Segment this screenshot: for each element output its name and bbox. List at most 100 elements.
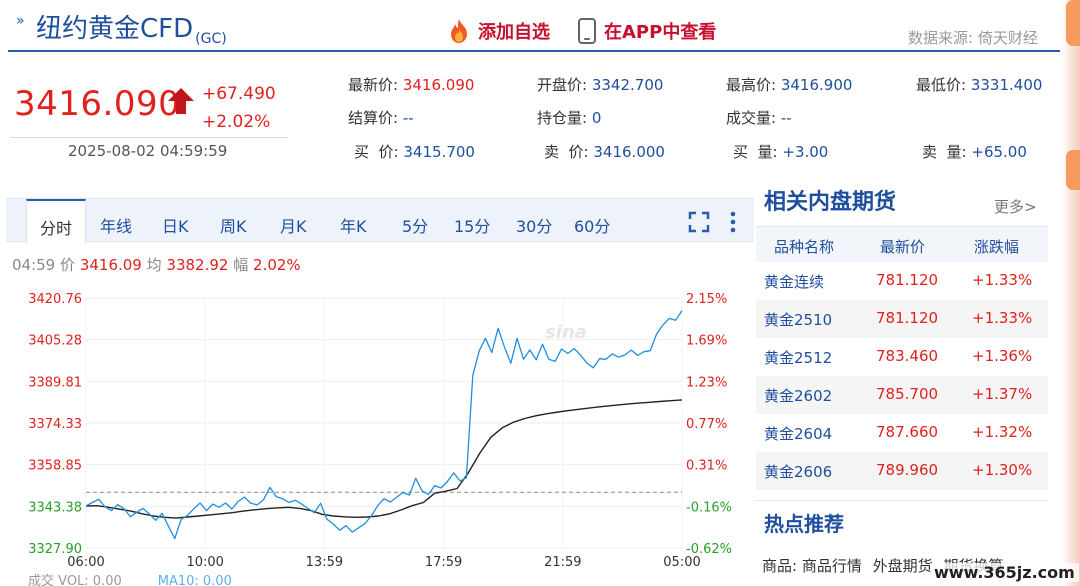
related-title: 相关内盘期货 xyxy=(764,190,897,215)
field-open: 开盘价: 3342.700 xyxy=(537,74,663,95)
field-label: 最新价: xyxy=(348,76,399,94)
tab-intraday[interactable]: 分时 xyxy=(26,199,87,244)
info-price: 3416.09 xyxy=(79,256,142,274)
add-favorite-button[interactable]: 添加自选 xyxy=(446,18,550,44)
quote-divider xyxy=(10,137,288,138)
row-name: 黄金2510 xyxy=(764,311,833,329)
related-row[interactable]: 黄金连续 781.120 +1.33% xyxy=(756,262,1048,300)
field-ask-size: 卖 量: +65.00 xyxy=(922,141,1027,162)
field-label: 持仓量: xyxy=(537,109,588,127)
field-label: 买 价: xyxy=(354,143,399,161)
row-name: 黄金连续 xyxy=(764,273,825,291)
hot-link[interactable]: 外盘期货 xyxy=(872,557,933,575)
row-name: 黄金2512 xyxy=(764,349,833,367)
more-menu-icon[interactable] xyxy=(728,211,738,233)
row-price: 789.960 xyxy=(876,461,939,479)
field-label: 成交量: xyxy=(726,109,777,127)
row-name: 黄金2606 xyxy=(764,463,833,481)
pct-tick-label: 0.31% xyxy=(686,459,727,474)
related-table-header: 品种名称 最新价 涨跌幅 xyxy=(756,226,1048,262)
change-value: +67.490 xyxy=(202,84,276,104)
related-row[interactable]: 黄金2512 783.460 +1.36% xyxy=(756,338,1048,376)
tab-30min[interactable]: 30分 xyxy=(516,217,553,236)
phone-icon xyxy=(578,18,596,44)
tab-weekly-k[interactable]: 周K xyxy=(220,217,247,236)
field-open-interest: 持仓量: 0 xyxy=(537,107,601,128)
x-tick-label: 10:00 xyxy=(186,555,223,570)
tab-15min[interactable]: 15分 xyxy=(454,217,491,236)
add-favorite-label: 添加自选 xyxy=(478,22,550,43)
info-price-label: 价 xyxy=(60,256,76,274)
x-tick-label: 17:59 xyxy=(425,555,462,570)
related-row[interactable]: 黄金2606 789.960 +1.30% xyxy=(756,452,1048,490)
header-change: 涨跌幅 xyxy=(974,238,1020,256)
field-value: 3415.700 xyxy=(403,143,475,161)
sina-watermark-logo: sina xyxy=(545,322,587,343)
info-avg: 3382.92 xyxy=(166,256,229,274)
field-value: 3331.400 xyxy=(970,76,1043,94)
info-time: 04:59 xyxy=(12,256,56,274)
pct-tick-label: 1.23% xyxy=(686,375,727,390)
field-settlement: 结算价: -- xyxy=(348,107,414,128)
row-price: 785.700 xyxy=(876,385,939,403)
row-price: 783.460 xyxy=(876,347,939,365)
site-watermark: www.365jz.com xyxy=(930,563,1079,582)
tab-yearly-k[interactable]: 年K xyxy=(340,217,367,236)
row-price: 781.120 xyxy=(876,271,939,289)
tab-monthly-k[interactable]: 月K xyxy=(280,217,307,236)
x-tick-label: 05:00 xyxy=(663,555,700,570)
related-more-link[interactable]: 更多> xyxy=(994,198,1037,216)
title-divider xyxy=(8,50,1060,52)
flame-icon xyxy=(451,19,467,43)
field-value: -- xyxy=(780,109,792,127)
view-in-app-button[interactable]: 在APP中查看 xyxy=(578,18,716,44)
field-label: 开盘价: xyxy=(537,76,588,94)
pct-tick-label: 2.15% xyxy=(686,292,727,307)
field-label: 最低价: xyxy=(916,76,967,94)
volume-info: 成交 VOL: 0.00 MA10: 0.00 xyxy=(28,570,232,586)
field-last: 最新价: 3416.090 xyxy=(348,74,474,95)
field-bid: 买 价: 3415.700 xyxy=(354,141,475,162)
data-source: 数据来源: 倚天财经 xyxy=(908,29,1038,47)
related-row[interactable]: 黄金2510 781.120 +1.33% xyxy=(756,300,1048,338)
row-change: +1.30% xyxy=(972,461,1033,479)
instrument-name: 纽约黄金CFD xyxy=(36,14,194,44)
edge-decoration xyxy=(1062,0,1080,586)
row-name: 黄金2602 xyxy=(764,387,833,405)
chart-info-line: 04:59 价 3416.09 均 3382.92 幅 2.02% xyxy=(12,254,301,275)
tab-5min[interactable]: 5分 xyxy=(402,217,429,236)
quote-time: 2025-08-02 04:59:59 xyxy=(68,142,228,160)
tab-daily-k[interactable]: 日K xyxy=(162,217,189,236)
header-price: 最新价 xyxy=(880,238,926,256)
edge-blob xyxy=(1066,150,1080,190)
field-value: 3416.000 xyxy=(593,143,665,161)
intraday-chart[interactable]: 3420.76 2.15% 3405.28 1.69% 3389.81 1.23% 3374… xyxy=(6,278,754,570)
row-name: 黄金2604 xyxy=(764,425,833,443)
tab-60min[interactable]: 60分 xyxy=(574,217,611,236)
y-tick-label: 3343.38 xyxy=(28,500,82,515)
field-label: 卖 量: xyxy=(922,143,967,161)
field-label: 卖 价: xyxy=(544,143,589,161)
fullscreen-icon[interactable] xyxy=(688,211,710,233)
row-change: +1.33% xyxy=(972,271,1033,289)
info-amp: 2.02% xyxy=(253,256,301,274)
up-arrow-icon xyxy=(168,88,194,114)
hot-link[interactable]: 商品行情 xyxy=(801,557,862,575)
header-name: 品种名称 xyxy=(774,238,835,256)
average-line xyxy=(85,399,683,519)
row-price: 787.660 xyxy=(876,423,939,441)
volume-label: 成交 xyxy=(28,574,55,586)
tab-year-line[interactable]: 年线 xyxy=(100,217,133,236)
last-price: 3416.090 xyxy=(14,84,181,124)
double-chevron-icon: » xyxy=(16,13,25,29)
field-value: 3416.090 xyxy=(402,76,475,94)
price-change: +67.490 +2.02% xyxy=(202,80,276,136)
info-avg-label: 均 xyxy=(146,256,162,274)
related-row[interactable]: 黄金2604 787.660 +1.32% xyxy=(756,414,1048,452)
y-tick-label: 3420.76 xyxy=(28,292,82,307)
x-tick-label: 13:59 xyxy=(306,555,343,570)
field-value: +3.00 xyxy=(782,143,829,161)
related-row[interactable]: 黄金2602 785.700 +1.37% xyxy=(756,376,1048,414)
y-tick-label: 3389.81 xyxy=(28,375,82,390)
